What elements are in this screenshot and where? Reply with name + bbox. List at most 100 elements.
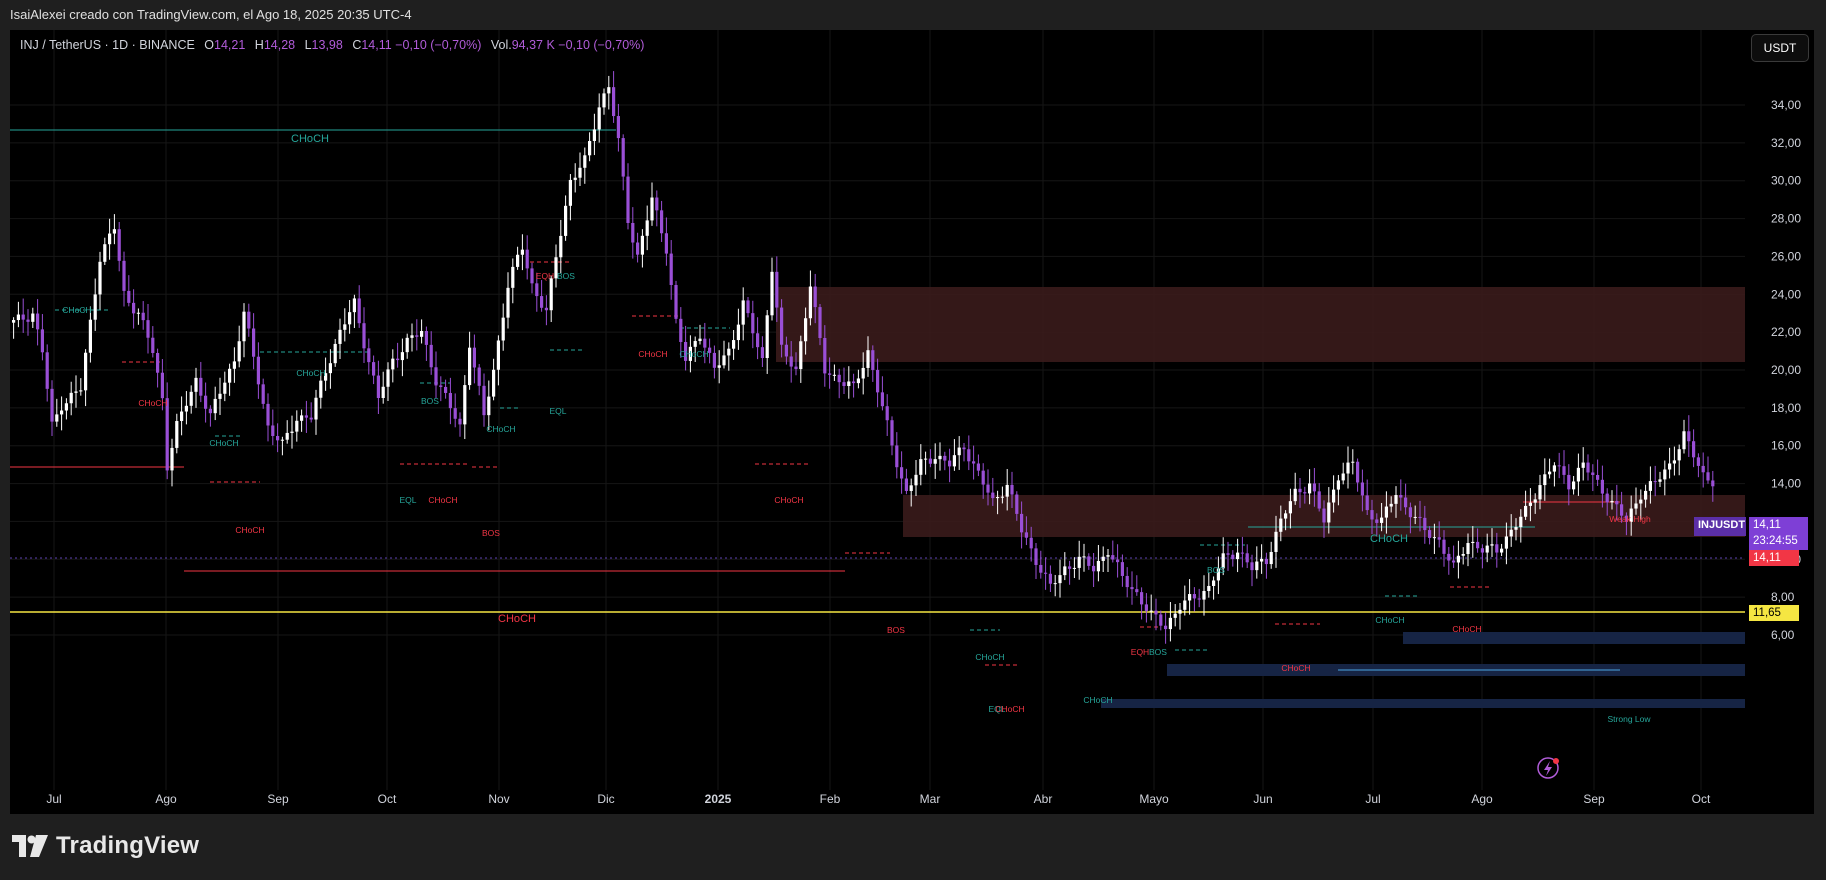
price-axis-label: 14,00: [1771, 477, 1801, 491]
candle-body: [1581, 462, 1585, 468]
price-axis-label: 18,00: [1771, 401, 1801, 415]
candle-body: [1485, 545, 1489, 553]
time-axis-label: Ago: [155, 792, 177, 806]
candle-body: [1418, 516, 1422, 518]
candle-body: [1533, 499, 1537, 503]
structure-label: CHoCH: [138, 398, 167, 408]
time-axis-label: 2025: [705, 792, 732, 806]
price-axis-label: 20,00: [1771, 363, 1801, 377]
candle-body: [1600, 479, 1604, 494]
candle-body: [981, 470, 985, 485]
candle-body: [367, 348, 371, 363]
structure-label: CHoCH: [209, 438, 238, 448]
candle-body: [741, 300, 745, 325]
candle-body: [146, 320, 150, 338]
candle-body: [204, 395, 208, 409]
candle-body: [1020, 513, 1024, 533]
structure-label: CHoCH: [498, 613, 536, 625]
candle-body: [1514, 527, 1518, 530]
price-axis-label: 30,00: [1771, 174, 1801, 188]
candle-body: [760, 347, 764, 359]
candle-body: [842, 382, 846, 387]
candle-body: [1610, 500, 1614, 503]
structure-label: CHoCH: [679, 349, 708, 359]
candle-body: [573, 177, 577, 180]
candle-body: [1639, 499, 1643, 504]
candle-body: [1562, 466, 1566, 475]
candle-body: [1053, 583, 1057, 585]
candle-body: [1245, 553, 1249, 563]
candle-body: [1356, 461, 1360, 483]
symbol-price-tag: INJUSDT: [1694, 517, 1746, 536]
candle-body: [1149, 610, 1153, 612]
candle-body: [559, 235, 563, 258]
candle-body: [1543, 474, 1547, 486]
candle-body: [549, 278, 553, 311]
candle-body: [391, 358, 395, 370]
candle-body: [703, 338, 707, 348]
candle-body: [1135, 589, 1139, 593]
candle-body: [1293, 488, 1297, 502]
candle-body: [996, 497, 1000, 499]
candle-body: [909, 485, 913, 491]
candle-body: [1490, 544, 1494, 546]
candle-body: [1389, 503, 1393, 507]
candle-body: [424, 331, 428, 345]
last-price-tag: 14,11: [1749, 550, 1799, 566]
structure-label: BOS: [557, 271, 575, 281]
candle-body: [626, 176, 630, 223]
candle-body: [362, 323, 366, 349]
candle-body: [117, 229, 121, 261]
candle-body: [933, 459, 937, 464]
time-axis-label: Ago: [1471, 792, 1493, 806]
candle-body: [1288, 501, 1292, 514]
candle-body: [1596, 474, 1600, 480]
candle-body: [856, 378, 860, 384]
legend-high: 14,28: [263, 38, 296, 52]
candle-body: [93, 294, 97, 320]
candle-body: [1168, 617, 1172, 630]
candle-body: [1365, 495, 1369, 511]
candle-body: [132, 302, 136, 314]
candle-body: [1120, 562, 1124, 576]
structure-label: EQL: [399, 495, 416, 505]
candle-body: [712, 352, 716, 368]
lightning-icon[interactable]: [1537, 757, 1559, 779]
candle-body: [1173, 613, 1177, 618]
candle-body: [861, 367, 865, 379]
candle-body: [780, 307, 784, 345]
candle-body: [957, 447, 961, 456]
candle-body: [1696, 457, 1700, 466]
candle-body: [26, 319, 30, 322]
candle-body: [938, 455, 942, 460]
candle-body: [444, 386, 448, 393]
price-axis-label: 24,00: [1771, 287, 1801, 301]
candle-body: [261, 384, 265, 404]
structure-label: CHoCH: [638, 349, 667, 359]
candle-body: [1130, 587, 1134, 590]
candle-body: [1140, 592, 1144, 605]
candle-body: [660, 210, 664, 234]
candle-body: [1207, 585, 1211, 592]
candle-body: [290, 431, 294, 433]
candle-body: [324, 373, 328, 381]
candle-body: [1428, 530, 1432, 538]
candle-body: [1255, 561, 1259, 571]
candle-body: [1615, 500, 1619, 505]
candle-body: [1346, 462, 1350, 474]
candle-body: [1384, 506, 1388, 518]
demand-zone: [1403, 632, 1745, 644]
candle-body: [823, 337, 827, 374]
candle-body: [1620, 504, 1624, 516]
candle-body: [127, 290, 131, 303]
candle-body: [852, 381, 856, 384]
structure-label: EQL: [988, 704, 1005, 714]
candle-body: [357, 298, 361, 324]
candle-body: [564, 205, 568, 236]
candle-body: [64, 403, 68, 411]
candle-body: [530, 268, 534, 284]
candle-body: [612, 87, 616, 117]
candle-body: [21, 314, 25, 320]
currency-button[interactable]: USDT: [1751, 34, 1809, 62]
